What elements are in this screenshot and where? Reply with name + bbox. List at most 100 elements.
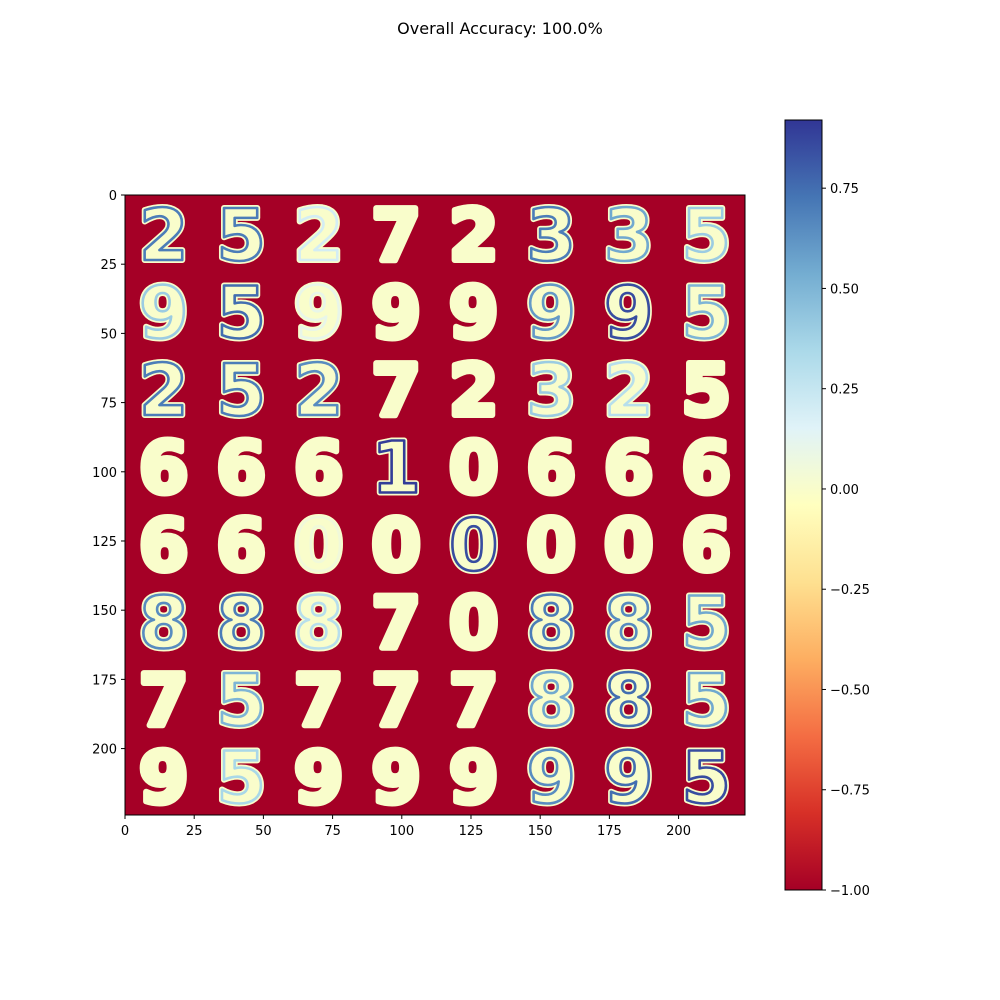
digit-body: 8 xyxy=(217,581,266,664)
digit-activation: 9 xyxy=(139,736,188,819)
digit-body: 0 xyxy=(294,504,343,587)
digit-activation: 7 xyxy=(372,194,421,277)
digit-activation: 5 xyxy=(217,194,266,277)
digit-activation: 2 xyxy=(294,349,343,432)
digit-activation: 1 xyxy=(372,426,421,509)
digit-activation: 7 xyxy=(372,581,421,664)
digit-tile: 33 xyxy=(601,194,656,280)
digit-activation: 8 xyxy=(527,581,576,664)
digit-body: 7 xyxy=(139,659,188,742)
y-tick-label: 125 xyxy=(92,535,117,550)
digit-body: 8 xyxy=(139,581,188,664)
digit-activation: 6 xyxy=(139,504,188,587)
digit-tile: 66 xyxy=(524,423,579,512)
colorbar-tick-label: −0.50 xyxy=(830,683,870,698)
digit-activation: 6 xyxy=(139,426,188,509)
digit-body: 5 xyxy=(682,659,731,742)
x-tick-label: 100 xyxy=(389,824,414,839)
digit-body: 5 xyxy=(217,736,266,819)
digit-tile: 55 xyxy=(214,268,269,357)
x-tick-label: 125 xyxy=(459,824,484,839)
digit-tile: 99 xyxy=(136,268,191,357)
digit-activation: 2 xyxy=(139,349,188,432)
digit-activation: 9 xyxy=(139,271,188,354)
digit-activation: 7 xyxy=(294,659,343,742)
digit-body: 1 xyxy=(372,426,421,509)
digit-tile: 55 xyxy=(679,195,734,280)
x-axis: 0 25 50 75 100 125 150 175 200 xyxy=(121,815,691,839)
digit-body: 9 xyxy=(449,736,498,819)
digit-body: 2 xyxy=(604,349,653,432)
digit-body: 0 xyxy=(449,504,498,587)
digit-tile: 55 xyxy=(214,733,269,819)
y-tick-label: 0 xyxy=(109,189,117,204)
digit-body: 2 xyxy=(294,349,343,432)
digit-activation: 2 xyxy=(294,194,343,277)
digit-activation: 0 xyxy=(372,504,421,587)
digit-activation: 0 xyxy=(449,426,498,509)
digit-activation: 0 xyxy=(449,504,498,587)
digit-activation: 6 xyxy=(604,426,653,509)
digit-tile: 77 xyxy=(446,656,501,745)
digit-tile: 88 xyxy=(136,578,191,667)
digit-tile: 99 xyxy=(446,268,501,357)
digit-activation: 2 xyxy=(449,194,498,277)
digit-tile: 55 xyxy=(679,578,734,667)
digit-body: 6 xyxy=(527,426,576,509)
digit-body: 5 xyxy=(217,659,266,742)
digit-body: 7 xyxy=(372,581,421,664)
colorbar-tick-label: 0.75 xyxy=(830,182,859,197)
digit-body: 9 xyxy=(372,271,421,354)
digit-activation: 9 xyxy=(294,736,343,819)
digit-tile: 88 xyxy=(524,578,579,667)
digit-activation: 9 xyxy=(294,271,343,354)
x-tick-label: 50 xyxy=(255,824,272,839)
digit-tile: 00 xyxy=(601,501,656,590)
digit-body: 6 xyxy=(217,504,266,587)
digit-activation: 8 xyxy=(604,581,653,664)
digit-tile: 99 xyxy=(136,733,191,819)
digit-activation: 0 xyxy=(294,504,343,587)
digit-tile: 88 xyxy=(601,578,656,667)
digit-tile: 77 xyxy=(291,656,346,745)
chart-title: Overall Accuracy: 100.0% xyxy=(397,19,603,38)
digit-body: 5 xyxy=(217,271,266,354)
digit-body: 3 xyxy=(527,194,576,277)
digit-tile: 88 xyxy=(214,578,269,667)
colorbar-tick-label: 0.00 xyxy=(830,483,859,498)
digit-tile: 77 xyxy=(369,656,424,745)
digit-body: 6 xyxy=(139,504,188,587)
digit-activation: 5 xyxy=(217,271,266,354)
plot-frame xyxy=(124,194,746,816)
digit-activation: 9 xyxy=(527,271,576,354)
digit-body: 9 xyxy=(604,736,653,819)
digit-activation: 5 xyxy=(682,736,731,819)
digit-tile: 33 xyxy=(524,194,579,280)
digit-tile: 88 xyxy=(601,656,656,745)
digit-tile: 11 xyxy=(369,423,424,512)
digit-activation: 5 xyxy=(682,271,731,354)
digit-tile: 00 xyxy=(446,578,501,667)
digit-body: 9 xyxy=(372,736,421,819)
digit-tile: 66 xyxy=(214,501,269,590)
digit-body: 8 xyxy=(527,581,576,664)
digit-body: 7 xyxy=(294,659,343,742)
digit-tile: 00 xyxy=(446,423,501,512)
digit-body: 9 xyxy=(449,271,498,354)
digit-activation: 0 xyxy=(527,504,576,587)
digit-body: 5 xyxy=(682,349,731,432)
digit-tile: 22 xyxy=(291,194,346,280)
digit-body: 9 xyxy=(604,271,653,354)
digit-body: 0 xyxy=(449,581,498,664)
digit-tile: 99 xyxy=(601,268,656,357)
digit-activation: 6 xyxy=(217,504,266,587)
digit-activation: 3 xyxy=(604,194,653,277)
digit-tile: 88 xyxy=(524,656,579,745)
digit-activation: 7 xyxy=(372,349,421,432)
digit-activation: 6 xyxy=(682,504,731,587)
digit-tile: 99 xyxy=(369,733,424,819)
digit-activation: 5 xyxy=(217,659,266,742)
digit-body: 0 xyxy=(449,426,498,509)
